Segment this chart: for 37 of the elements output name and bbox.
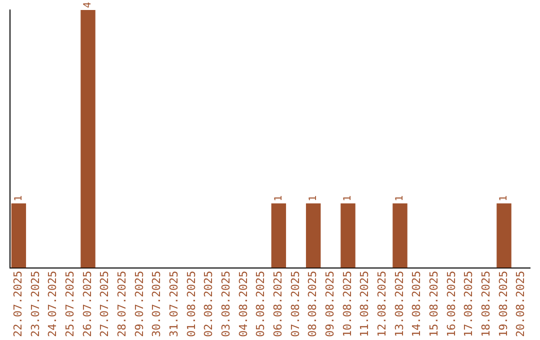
x-tick-label: 23.07.2025 — [28, 270, 42, 338]
x-tick-label: 26.07.2025 — [80, 270, 94, 338]
x-tick-label: 13.08.2025 — [392, 270, 406, 338]
data-label: 1 — [273, 195, 284, 202]
x-tick-label: 27.07.2025 — [98, 270, 112, 338]
x-tick-label: 19.08.2025 — [496, 270, 510, 338]
x-tick-label: 25.07.2025 — [64, 270, 77, 338]
x-tick-label: 12.08.2025 — [376, 270, 389, 338]
x-tick-label: 18.08.2025 — [480, 270, 493, 338]
data-label: 1 — [498, 195, 510, 202]
data-label: 4 — [82, 2, 94, 8]
x-tick-label: 06.08.2025 — [272, 270, 285, 338]
data-label: 1 — [13, 195, 24, 202]
x-tick-label: 24.07.2025 — [46, 270, 60, 338]
x-tick-label: 10.08.2025 — [340, 270, 354, 338]
x-tick-label: 09.08.2025 — [324, 270, 337, 338]
x-tick-label: 07.08.2025 — [288, 270, 302, 338]
x-tick-label: 02.08.2025 — [202, 270, 216, 338]
x-tick-label: 22.07.2025 — [12, 270, 25, 338]
x-tick-label: 17.08.2025 — [462, 270, 476, 338]
x-tick-label: 14.08.2025 — [410, 270, 424, 338]
x-tick-label: 05.08.2025 — [254, 270, 268, 338]
x-tick-label: 16.08.2025 — [444, 270, 458, 338]
data-label: 1 — [342, 195, 354, 202]
x-tick-label: 29.07.2025 — [132, 270, 146, 338]
x-tick-label: 28.07.2025 — [116, 270, 129, 338]
x-tick-label: 11.08.2025 — [358, 270, 372, 338]
data-label: 1 — [308, 195, 319, 202]
x-tick-label: 03.08.2025 — [220, 270, 233, 338]
x-tick-label: 04.08.2025 — [236, 270, 250, 338]
data-label: 1 — [394, 195, 406, 202]
x-tick-label: 30.07.2025 — [150, 270, 164, 338]
x-tick-label: 08.08.2025 — [306, 270, 320, 338]
x-tick-label: 31.07.2025 — [168, 270, 181, 338]
x-tick-label: 01.08.2025 — [184, 270, 198, 338]
x-tick-label: 15.08.2025 — [428, 270, 441, 338]
x-tick-label: 20.08.2025 — [514, 270, 528, 338]
